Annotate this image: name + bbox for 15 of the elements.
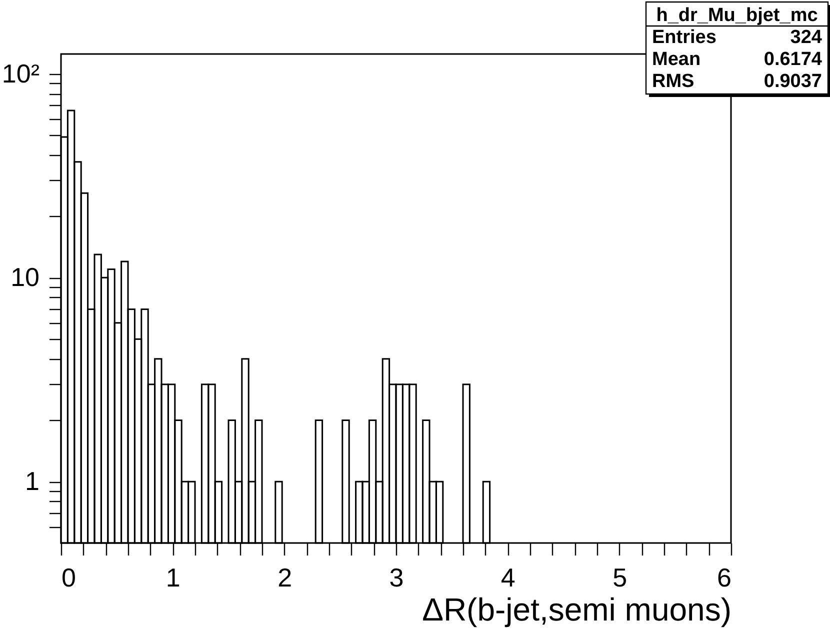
y-tick-label: 10: [10, 262, 40, 292]
text: h_dr_Mu_bjet_mc: [656, 5, 818, 26]
x-tick-label: 2: [278, 562, 292, 592]
y-tick-label: 1: [25, 466, 40, 496]
x-axis-title: ΔR(b-jet,semi muons): [422, 592, 732, 628]
x-tick-label: 5: [612, 562, 628, 592]
x-tick-label: 4: [500, 562, 516, 592]
text: Mean 0.6174: [652, 49, 822, 70]
x-tick-label: 1: [166, 562, 180, 592]
text: Entries 324: [652, 27, 822, 48]
text: RMS 0.9037: [652, 71, 822, 92]
x-tick-label: 0: [62, 562, 76, 592]
y-tick-label: 10²: [2, 58, 40, 88]
x-tick-label: 6: [717, 562, 732, 592]
x-tick-label: 3: [389, 562, 404, 592]
